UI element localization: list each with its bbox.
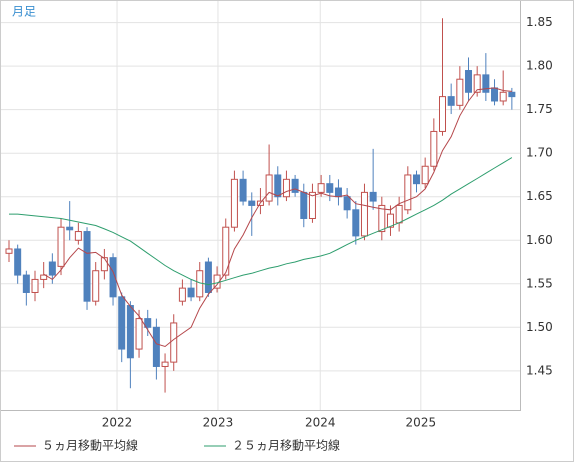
legend-label: ２５ヵ月移動平均線 (232, 438, 340, 453)
candle-body (282, 178, 290, 198)
candle-body (161, 361, 169, 367)
candle-body (386, 213, 394, 228)
candle-body (239, 178, 247, 202)
y-tick-label: 1.55 (526, 276, 553, 290)
y-tick-label: 1.45 (526, 363, 553, 377)
candle-body (265, 174, 273, 202)
y-tick-label: 1.80 (526, 59, 553, 73)
candle-body (178, 287, 186, 302)
candle-body (92, 270, 100, 302)
x-tick-label: 2022 (102, 416, 133, 430)
candle-body (48, 261, 56, 276)
candle-body (74, 231, 82, 241)
candle-body (135, 318, 143, 350)
candle-body (248, 200, 256, 206)
candle-body (508, 91, 516, 98)
candle-body (118, 296, 126, 350)
candle-body (152, 326, 160, 367)
candle-body (395, 204, 403, 224)
candle-body (22, 274, 30, 293)
candle-body (308, 191, 316, 219)
candle-body (317, 183, 325, 193)
x-tick-label: 2025 (406, 416, 437, 430)
candle-body (274, 174, 282, 198)
x-tick-label: 2023 (203, 416, 234, 430)
y-tick-label: 1.70 (526, 146, 553, 160)
candle-body (5, 248, 13, 254)
y-tick-label: 1.75 (526, 102, 553, 116)
candle-body (430, 130, 438, 167)
candle-body (482, 74, 490, 93)
candle-body (109, 257, 117, 298)
y-tick-label: 1.65 (526, 189, 553, 203)
candle-body (31, 278, 39, 293)
candle-body (447, 96, 455, 106)
candle-body (404, 174, 412, 211)
candle-body (369, 191, 377, 202)
ma-line (9, 157, 513, 286)
candle-body (439, 96, 446, 132)
candle-body (126, 305, 134, 359)
candle-body (412, 174, 420, 185)
candle-body (170, 322, 178, 363)
candle-body (499, 91, 507, 102)
candle-body (343, 196, 351, 211)
candle-body (83, 231, 91, 302)
candle-body (100, 257, 108, 272)
y-tick-label: 1.60 (526, 233, 553, 247)
candle-body (291, 178, 299, 193)
candle-body (300, 191, 308, 219)
candle-body (187, 287, 195, 298)
legend-label: ５ヵ月移動平均線 (42, 438, 138, 453)
candle-body (222, 226, 230, 276)
x-tick-label: 2024 (305, 416, 336, 430)
candle-body (204, 261, 212, 293)
y-tick-label: 1.85 (526, 15, 553, 29)
candle-body (360, 191, 368, 237)
candle-body (326, 183, 334, 193)
candle-body (491, 87, 499, 102)
y-tick-label: 1.50 (526, 320, 553, 334)
candle-body (465, 70, 473, 93)
chart-title: 月足 (12, 5, 36, 19)
candle-body (378, 204, 386, 233)
candle-body (352, 209, 360, 237)
candle-body (230, 178, 238, 228)
candle-body (334, 187, 342, 198)
candle-body (66, 226, 74, 231)
candle-body (421, 165, 429, 185)
candle-body (473, 74, 481, 93)
candle-body (57, 226, 65, 267)
candle-body (40, 274, 48, 280)
candle-body (14, 248, 22, 276)
candle-body (456, 78, 464, 106)
ma-line (43, 87, 512, 348)
candle-body (144, 318, 152, 328)
